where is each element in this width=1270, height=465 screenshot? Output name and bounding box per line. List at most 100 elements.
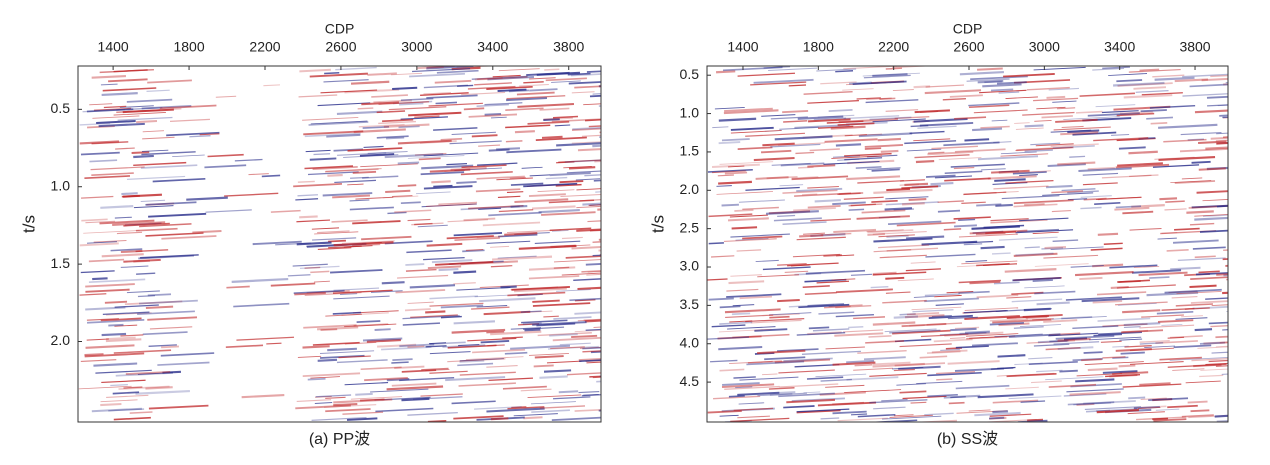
reflector (866, 167, 901, 171)
reflector (791, 175, 849, 181)
reflector (531, 205, 576, 210)
reflector (152, 177, 206, 183)
reflector (159, 104, 217, 110)
reflector (474, 82, 512, 86)
reflector (497, 88, 527, 92)
reflector (1219, 114, 1228, 117)
reflector (825, 384, 865, 388)
reflector (1138, 271, 1188, 277)
reflector (381, 346, 432, 351)
reflector (105, 338, 142, 343)
reflector (487, 75, 534, 81)
reflector (597, 208, 601, 211)
reflector (453, 415, 504, 420)
reflector (944, 331, 1004, 337)
reflector (1028, 357, 1053, 360)
reflector (1055, 334, 1115, 340)
reflector (807, 205, 841, 209)
reflector (726, 293, 782, 298)
reflector (1117, 162, 1163, 167)
reflector (492, 74, 521, 78)
reflector (901, 323, 947, 328)
reflector (537, 189, 575, 193)
reflector (796, 409, 841, 414)
reflector (813, 117, 847, 121)
reflector (131, 151, 150, 154)
reflector (352, 220, 401, 225)
reflector (1024, 124, 1044, 128)
reflector (299, 215, 318, 219)
reflector (577, 286, 601, 291)
reflector (80, 151, 120, 156)
reflector (843, 66, 898, 70)
reflector (552, 396, 591, 400)
reflector (114, 216, 132, 219)
reflector (984, 80, 1002, 84)
reflector (490, 330, 542, 336)
reflector (1019, 324, 1062, 327)
reflector (1109, 373, 1138, 378)
reflector (101, 332, 127, 337)
reflector (872, 271, 897, 275)
reflector (803, 391, 821, 394)
reflector (873, 406, 906, 410)
reflector (885, 276, 905, 280)
reflector (733, 376, 756, 379)
reflector (123, 222, 170, 227)
reflector (958, 279, 1001, 284)
reflector (459, 358, 504, 362)
reflector (835, 70, 854, 73)
reflector (746, 360, 805, 366)
reflector (394, 365, 425, 369)
reflector (807, 118, 851, 123)
reflector (440, 137, 463, 141)
reflector (1170, 266, 1201, 271)
reflector (355, 392, 373, 396)
reflector (327, 173, 343, 177)
reflector (446, 235, 494, 240)
x-tick-label: 3400 (477, 39, 508, 55)
reflector (947, 316, 978, 320)
reflector (863, 356, 906, 361)
reflector (363, 145, 384, 149)
reflector (118, 385, 170, 390)
reflector (116, 107, 163, 111)
reflector (551, 229, 569, 232)
reflector (147, 293, 172, 297)
reflector (1030, 142, 1061, 146)
reflector (848, 326, 864, 329)
reflector (350, 80, 390, 85)
y-tick-label: 3.5 (680, 296, 700, 312)
reflector (989, 321, 1024, 326)
reflector (1161, 323, 1183, 326)
reflector (969, 229, 1028, 235)
reflector (783, 405, 815, 409)
reflector (1020, 400, 1046, 403)
reflector (103, 105, 127, 109)
reflector (728, 165, 745, 168)
reflector (374, 328, 391, 331)
reflector (937, 209, 961, 213)
reflector (416, 191, 451, 195)
reflector (1189, 222, 1215, 226)
reflector (1056, 107, 1076, 110)
reflector (898, 365, 941, 370)
reflector (1036, 106, 1066, 110)
reflector (896, 221, 956, 227)
reflector (1203, 341, 1228, 345)
reflector (133, 259, 150, 263)
reflector (954, 367, 1004, 372)
reflector (724, 171, 748, 175)
reflector (478, 207, 502, 210)
reflector (599, 131, 601, 134)
reflector (1222, 116, 1228, 119)
reflector (572, 126, 601, 131)
reflector (774, 135, 833, 141)
reflector (723, 109, 779, 115)
reflector (954, 148, 1006, 153)
reflector (1198, 167, 1226, 171)
reflector (574, 299, 596, 302)
reflector (543, 118, 560, 121)
reflector (803, 232, 825, 235)
x-tick-label: 1400 (98, 39, 129, 55)
